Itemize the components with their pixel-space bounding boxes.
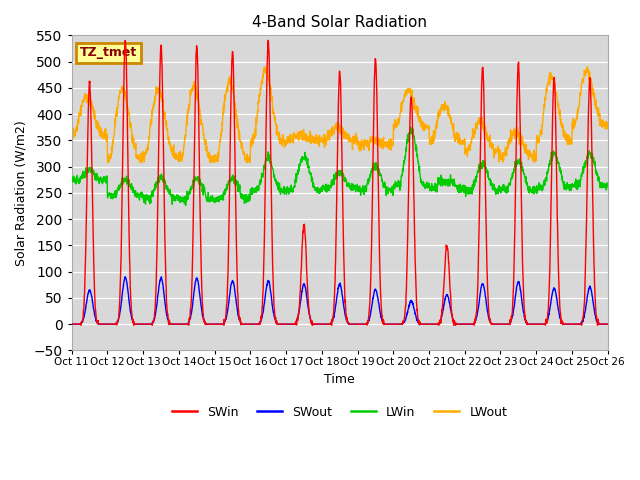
Line: LWout: LWout [72, 67, 608, 162]
LWin [407, 124, 415, 130]
LWout [572, 119, 579, 124]
LWin [604, 181, 612, 187]
LWout [604, 124, 612, 130]
SWout [218, 321, 225, 327]
LWin [496, 187, 504, 193]
LWout [367, 139, 375, 144]
LWin [218, 193, 225, 199]
Title: 4-Band Solar Radiation: 4-Band Solar Radiation [252, 15, 427, 30]
SWout [121, 274, 129, 279]
LWout [496, 150, 504, 156]
SWin [496, 321, 504, 327]
X-axis label: Time: Time [324, 373, 355, 386]
Y-axis label: Solar Radiation (W/m2): Solar Radiation (W/m2) [15, 120, 28, 266]
SWout [355, 321, 363, 327]
LWout [104, 159, 111, 165]
SWin [572, 321, 579, 327]
LWin [182, 203, 189, 208]
Text: TZ_tmet: TZ_tmet [80, 47, 137, 60]
SWout [604, 321, 612, 327]
LWin [68, 177, 76, 183]
SWin [68, 321, 76, 327]
LWout [356, 147, 364, 153]
SWout [496, 321, 504, 327]
LWout [68, 130, 76, 136]
Line: SWout: SWout [72, 276, 608, 324]
LWout [218, 130, 225, 136]
SWin [264, 37, 272, 43]
LWin [355, 188, 363, 194]
SWin [356, 321, 364, 327]
SWin [557, 313, 564, 319]
SWout [557, 317, 564, 323]
SWin [604, 321, 612, 327]
LWin [367, 172, 374, 178]
LWin [557, 170, 564, 176]
SWout [416, 322, 424, 327]
SWout [572, 321, 579, 327]
SWout [68, 321, 76, 327]
SWout [367, 308, 374, 313]
SWin [218, 321, 225, 327]
Line: SWin: SWin [72, 40, 608, 325]
LWout [557, 121, 564, 127]
Legend: SWin, SWout, LWin, LWout: SWin, SWout, LWin, LWout [167, 401, 512, 424]
SWin [367, 263, 375, 269]
SWin [77, 323, 84, 328]
Line: LWin: LWin [72, 127, 608, 205]
LWout [261, 64, 269, 70]
LWin [572, 176, 579, 182]
